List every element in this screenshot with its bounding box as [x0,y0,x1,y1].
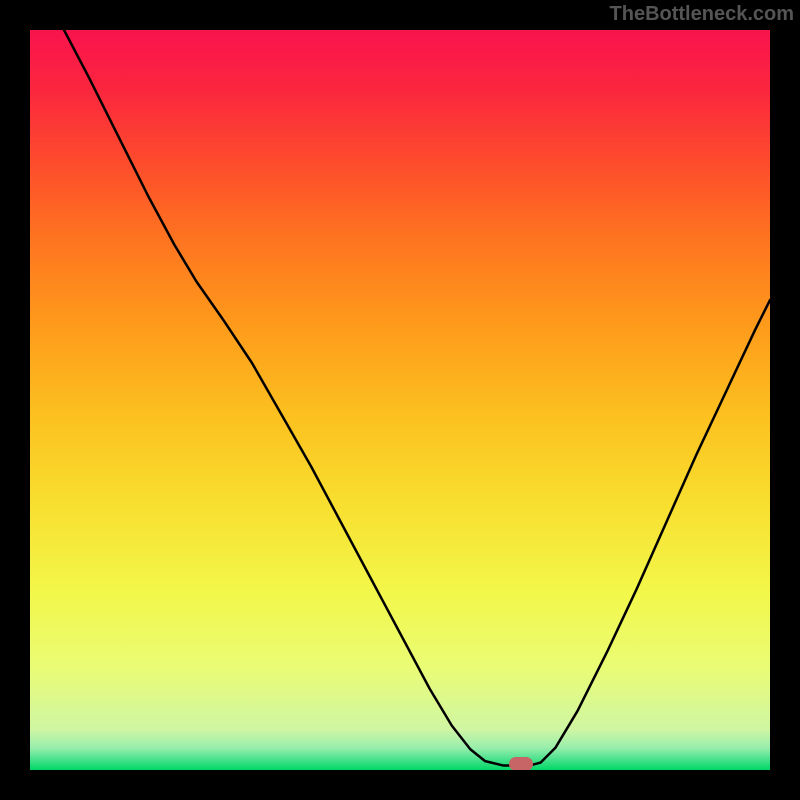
curve-line [30,30,770,770]
optimum-marker [509,757,533,770]
curve-path [64,30,770,766]
chart-container: TheBottleneck.com [0,0,800,800]
plot-area [30,30,770,770]
watermark-text: TheBottleneck.com [610,3,794,26]
